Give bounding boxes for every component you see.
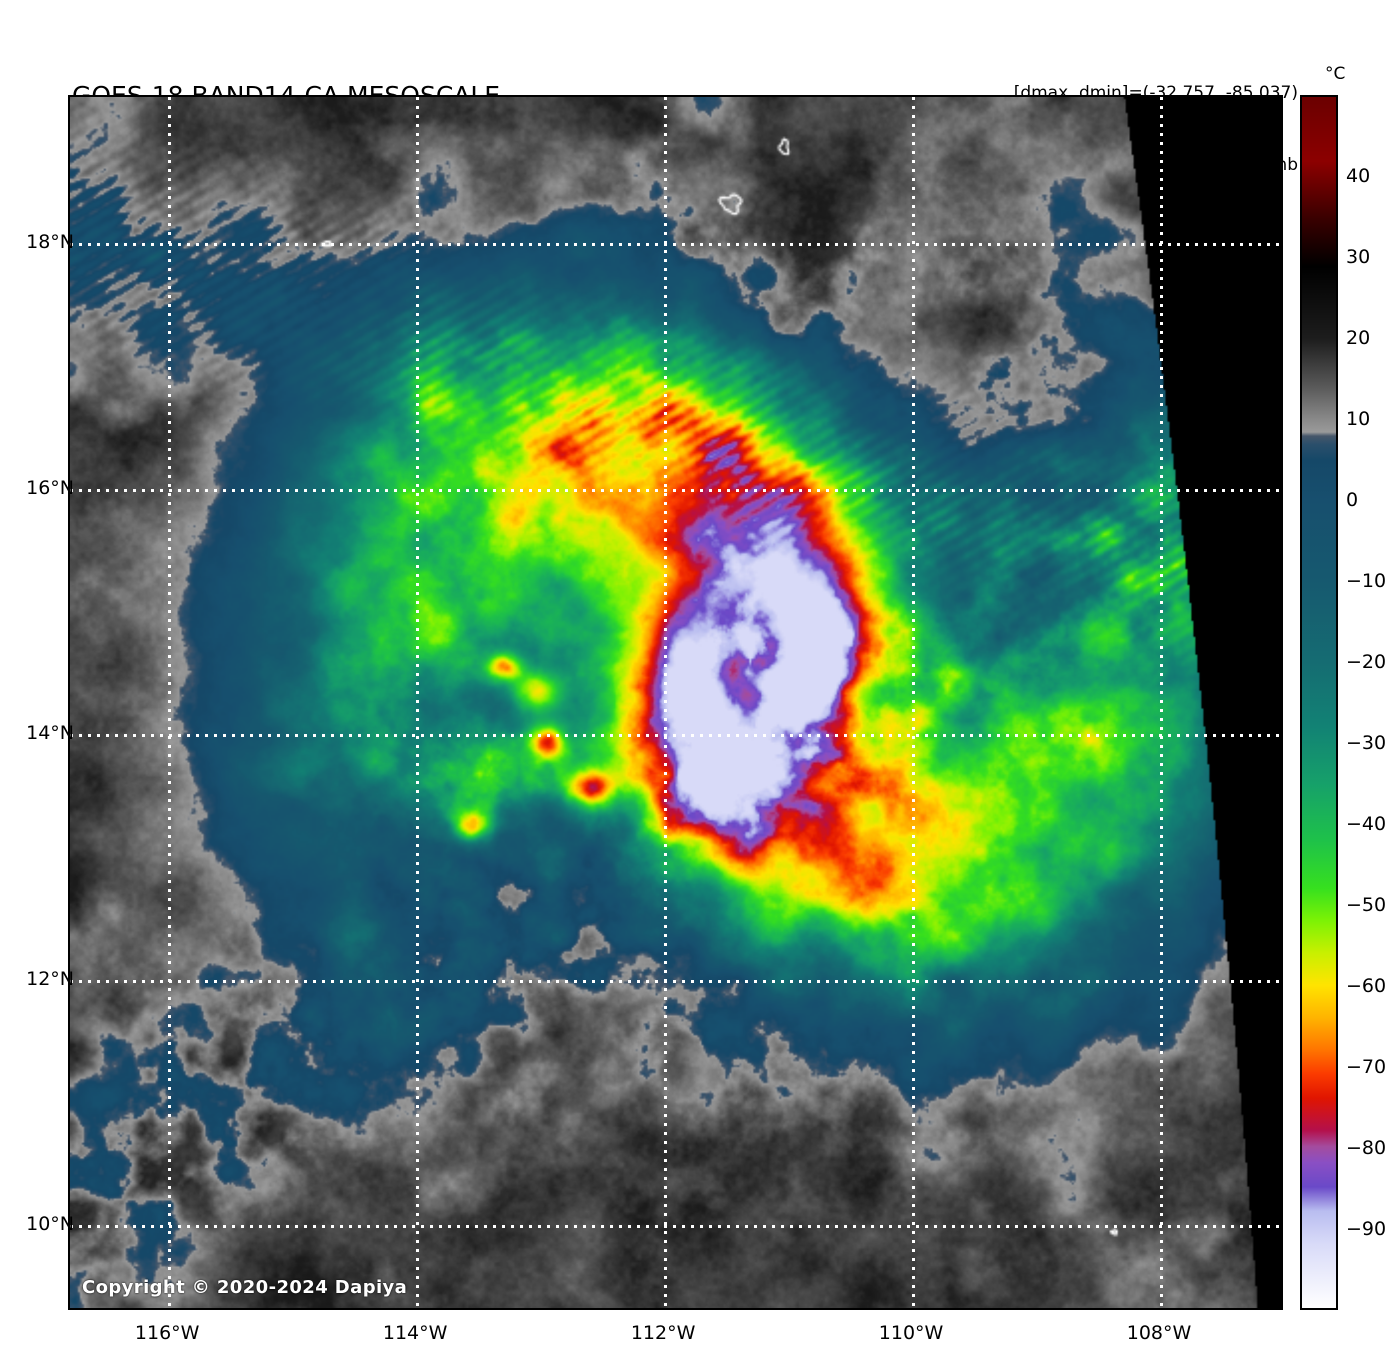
colorbar-tick--80: −80	[1346, 1137, 1387, 1159]
colorbar-tick--60: −60	[1346, 975, 1387, 997]
colorbar-tick--30: −30	[1346, 732, 1387, 754]
colorbar	[1300, 95, 1338, 1310]
colorbar-tick--40: −40	[1346, 813, 1387, 835]
colorbar-tick--10: −10	[1346, 570, 1387, 592]
xtick-label-116°W: 116°W	[134, 1322, 200, 1344]
satellite-imagery-canvas	[70, 97, 1281, 1308]
xtick-label-110°W: 110°W	[878, 1322, 944, 1344]
xtick-label-112°W: 112°W	[630, 1322, 696, 1344]
colorbar-tick-10: 10	[1346, 408, 1371, 430]
colorbar-tick-0: 0	[1346, 489, 1359, 511]
ytick-label-12°N: 12°N	[26, 967, 74, 990]
ytick-label-10°N: 10°N	[26, 1213, 74, 1236]
xtick-label-108°W: 108°W	[1126, 1322, 1192, 1344]
ytick-label-16°N: 16°N	[26, 476, 74, 499]
colorbar-tick--70: −70	[1346, 1056, 1387, 1078]
colorbar-tick-20: 20	[1346, 327, 1371, 349]
xtick-label-114°W: 114°W	[382, 1322, 448, 1344]
colorbar-unit-label: °C	[1325, 64, 1346, 84]
colorbar-tick-40: 40	[1346, 165, 1371, 187]
copyright-notice: Copyright © 2020-2024 Dapiya	[82, 1277, 408, 1298]
colorbar-tick--90: −90	[1346, 1218, 1387, 1240]
colorbar-gradient	[1302, 97, 1336, 1308]
ytick-label-18°N: 18°N	[26, 231, 74, 254]
colorbar-tick--20: −20	[1346, 651, 1387, 673]
satellite-image-plot: Copyright © 2020-2024 Dapiya	[68, 95, 1283, 1310]
ytick-label-14°N: 14°N	[26, 722, 74, 745]
colorbar-tick-30: 30	[1346, 246, 1371, 268]
colorbar-tick--50: −50	[1346, 894, 1387, 916]
